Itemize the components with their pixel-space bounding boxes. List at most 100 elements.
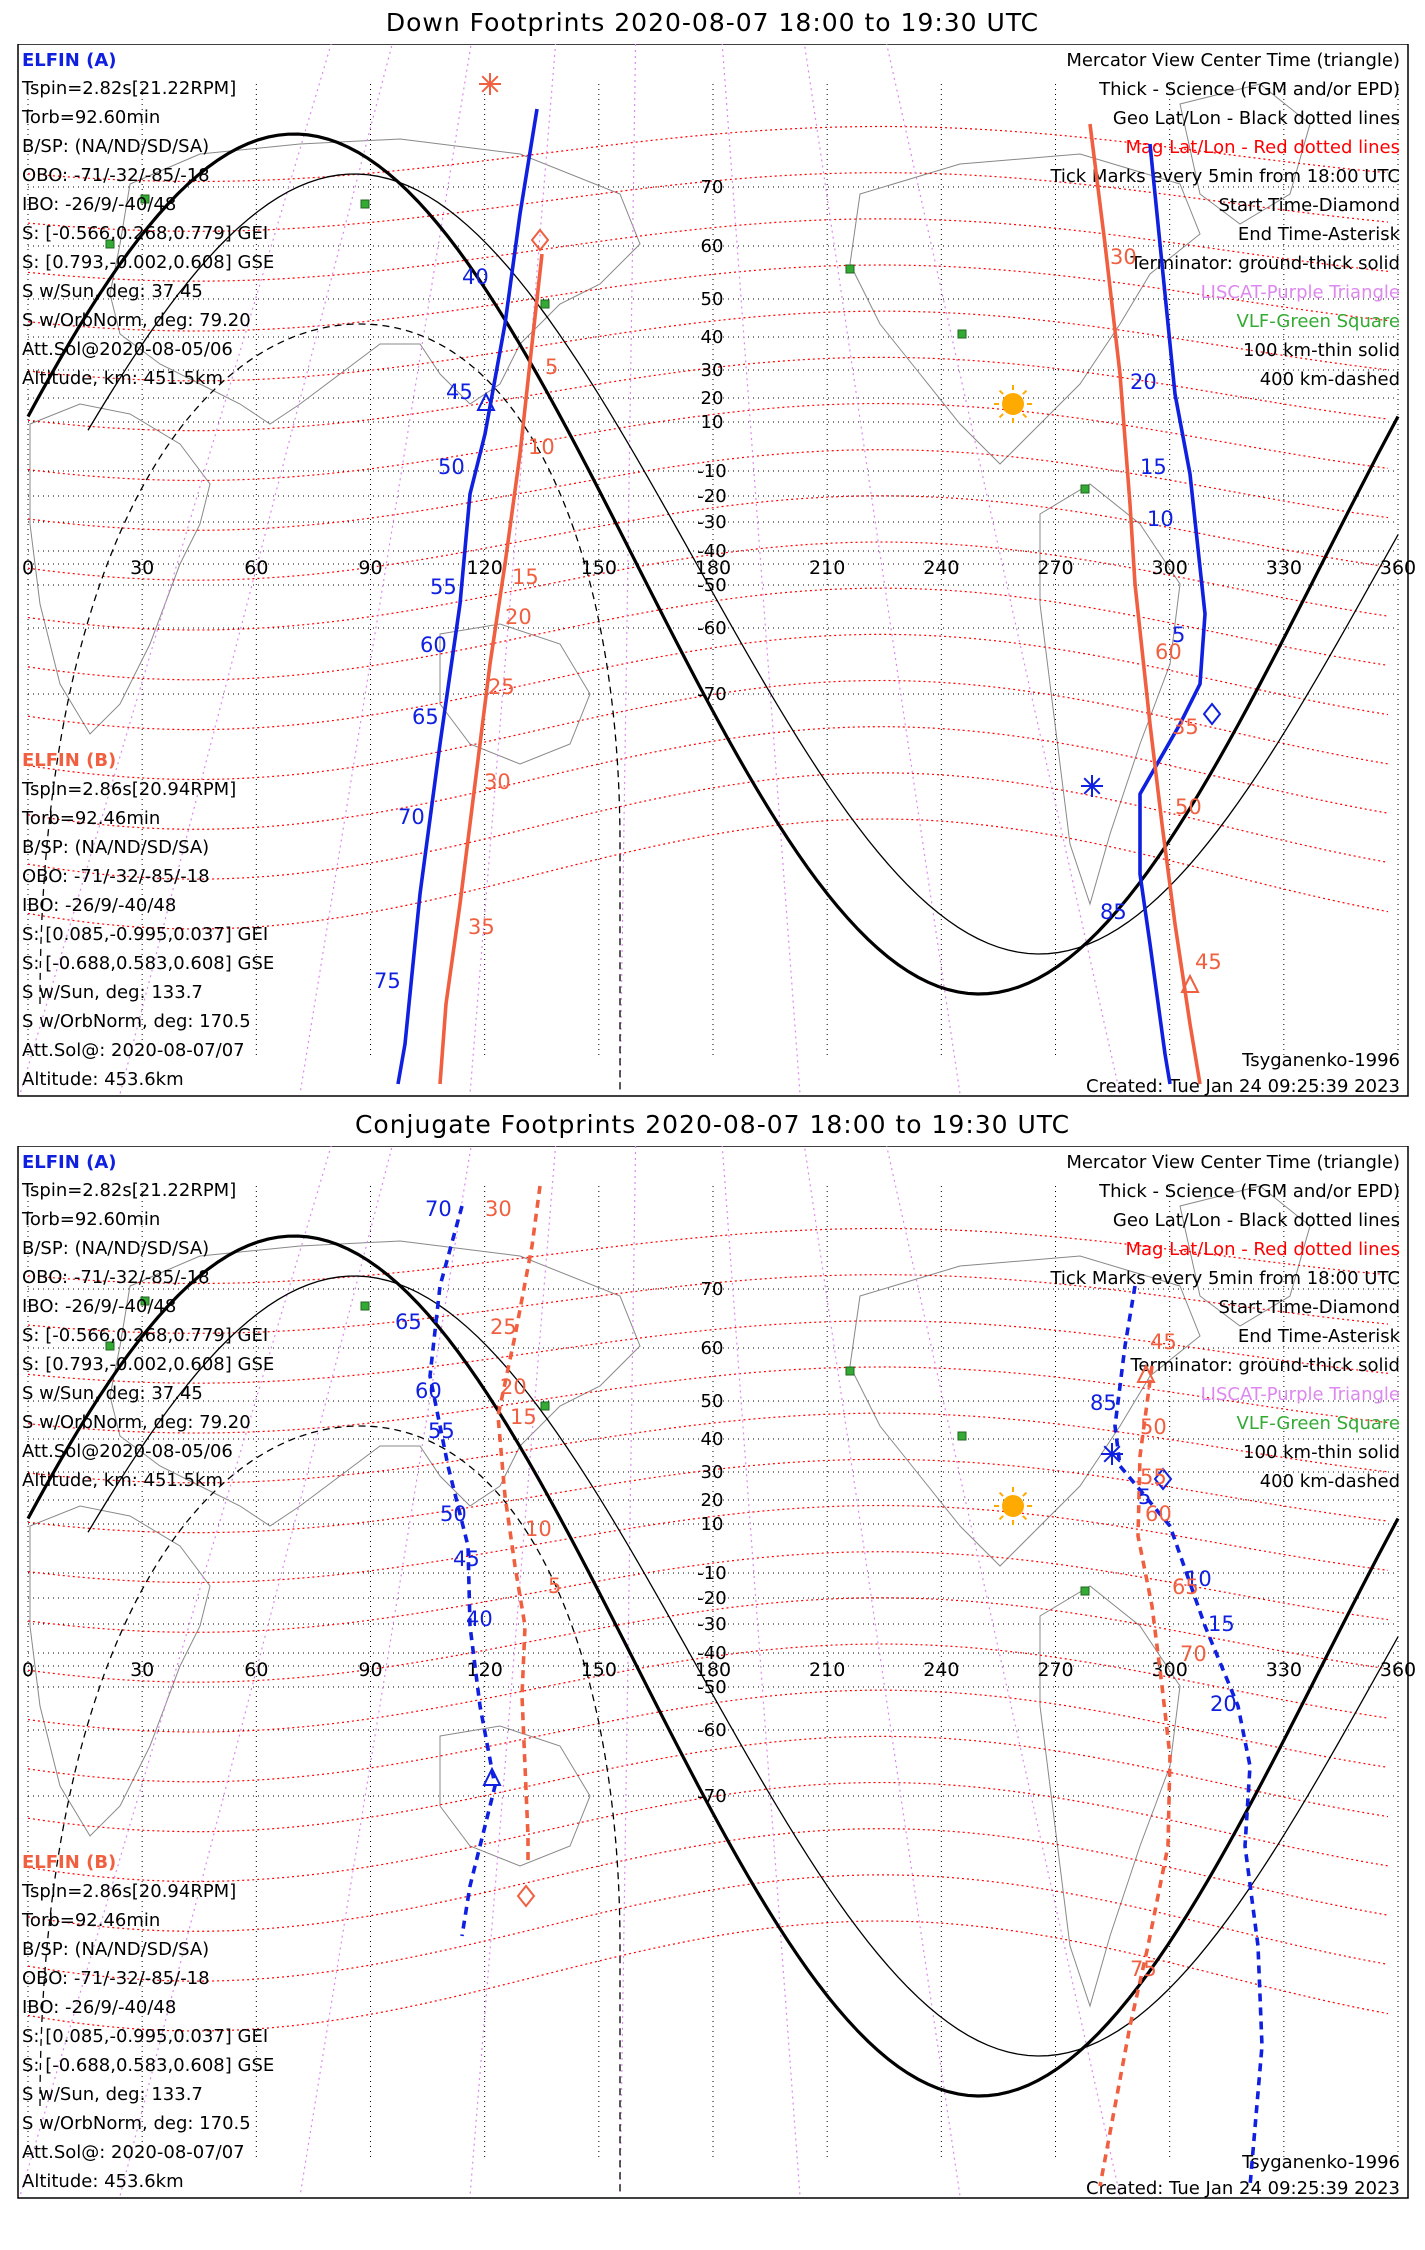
elfin-b-tick-label: 45 <box>1150 1330 1177 1354</box>
legend-entry: Mercator View Center Time (triangle) <box>1066 1152 1400 1173</box>
elfin-a-tick-label: 10 <box>1147 507 1174 531</box>
lon-tick-label: 120 <box>467 1659 503 1681</box>
model-label: Tsyganenko-1996 <box>1241 1050 1400 1071</box>
legend-entry: LISCAT-Purple Triangle <box>1201 1384 1400 1405</box>
continent-outline <box>109 1240 641 1527</box>
elfin-b-info-line: S: [-0.688,0.583,0.608] GSE <box>22 2055 274 2076</box>
continent-outline <box>439 1725 591 1867</box>
elfin-a-tick-label: 50 <box>438 455 465 479</box>
sun-ray <box>1022 1491 1028 1497</box>
vlf-station-square <box>105 1341 115 1351</box>
subsolar-point-icon <box>1002 393 1024 415</box>
elfin-a-tick-label: 65 <box>412 705 439 729</box>
elfin-b-info-line: Att.Sol@: 2020-08-07/07 <box>22 1040 245 1061</box>
elfin-a-info-line: B/SP: (NA/ND/SD/SA) <box>22 136 209 157</box>
elfin-b-tick-label: 75 <box>1130 1957 1157 1981</box>
legend-entry: Mag Lat/Lon - Red dotted lines <box>1125 1239 1400 1260</box>
lat-tick-label: 50 <box>701 289 724 310</box>
vlf-station-square <box>105 239 115 249</box>
elfin-b-tick-label: 30 <box>1110 245 1137 269</box>
lat-tick-label: -10 <box>697 461 726 482</box>
legend-entry: Geo Lat/Lon - Black dotted lines <box>1113 1210 1400 1231</box>
elfin-a-info-line: Torb=92.60min <box>21 107 160 128</box>
mag-lat-line <box>27 1274 1389 1334</box>
continent-outline <box>29 1505 211 1837</box>
elfin-a-info-line: Altitude, km: 451.5km <box>22 368 223 389</box>
mag-lon-line <box>469 1146 557 2197</box>
lon-tick-label: 180 <box>695 557 731 579</box>
mag-lon-line <box>119 1146 393 2197</box>
elfin-a-tick-label: 60 <box>415 1379 442 1403</box>
elfin-a-info-line: Tspin=2.82s[21.22RPM] <box>21 1180 236 1201</box>
legend-entry: 400 km-dashed <box>1260 369 1400 390</box>
lon-tick-label: 270 <box>1037 557 1073 579</box>
lat-tick-label: -30 <box>697 1614 726 1635</box>
elfin-b-tick-label: 25 <box>488 675 515 699</box>
lat-tick-label: -60 <box>697 1720 726 1741</box>
vlf-station-square <box>1080 1586 1090 1596</box>
legend-entry: VLF-Green Square <box>1237 311 1400 332</box>
elfin-b-start-diamond <box>530 228 550 252</box>
lon-tick-label: 240 <box>923 557 959 579</box>
elfin-b-tick-label: 35 <box>1172 715 1199 739</box>
mag-lat-line <box>27 1643 1389 1733</box>
lon-tick-label: 270 <box>1037 1659 1073 1681</box>
elfin-a-tick-label: 40 <box>466 1607 493 1631</box>
legend-entry: LISCAT-Purple Triangle <box>1201 282 1400 303</box>
elfin-b-info-line: B/SP: (NA/ND/SD/SA) <box>22 837 209 858</box>
elfin-a-tick-label: 60 <box>420 633 447 657</box>
panel-title-conjugate: Conjugate Footprints 2020-08-07 18:00 to… <box>354 1110 1071 1139</box>
mag-lon-line <box>886 1146 1121 2197</box>
elfin-b-info-line: Torb=92.46min <box>21 808 160 829</box>
mag-lat-line <box>27 1597 1389 1683</box>
lat-tick-label: -50 <box>697 1677 726 1698</box>
elfin-b-start-diamond <box>516 1884 536 1908</box>
legend-entry: Tick Marks every 5min from 18:00 UTC <box>1049 166 1400 187</box>
elfin-a-info-line: S w/Sun, deg: 37.45 <box>22 1383 203 1404</box>
vlf-station-square <box>540 1401 550 1411</box>
lon-tick-label: 60 <box>244 557 268 579</box>
vlf-station-square <box>360 199 370 209</box>
elfin-b-tick-label: 5 <box>545 355 558 379</box>
lat-tick-label: 20 <box>701 388 724 409</box>
elfin-a-tick-label: 70 <box>425 1197 452 1221</box>
elfin-b-tick-label: 35 <box>468 915 495 939</box>
continent-outline <box>849 153 1201 465</box>
vlf-station-square <box>1080 484 1090 494</box>
elfin-b-end-asterisk <box>479 73 501 95</box>
continent-outline <box>1039 483 1181 906</box>
elfin-b-tick-label: 65 <box>1172 1575 1199 1599</box>
legend-entry: Tick Marks every 5min from 18:00 UTC <box>1049 1268 1400 1289</box>
legend-entry: End Time-Asterisk <box>1238 1326 1401 1347</box>
elfin-b-info-line: S: [-0.688,0.583,0.608] GSE <box>22 953 274 974</box>
elfin-b-tick-label: 10 <box>528 435 555 459</box>
elfin-a-info-line: IBO: -26/9/-40/48 <box>22 194 176 215</box>
mag-lat-line <box>27 449 1389 531</box>
vlf-station-square <box>140 1296 150 1306</box>
elfin-b-info-line: OBO: -71/-32/-85/-18 <box>22 866 210 887</box>
legend-entry: Start Time-Diamond <box>1218 195 1400 216</box>
elfin-a-tick-label: 5 <box>1138 1485 1151 1509</box>
elfin-b-info-line: S w/OrbNorm, deg: 170.5 <box>22 1011 251 1032</box>
mag-lat-line <box>27 1781 1389 1883</box>
elfin-b-info-line: S w/OrbNorm, deg: 170.5 <box>22 2113 251 2134</box>
lat-tick-label: -40 <box>697 541 726 562</box>
elfin-a-info-line: S: [-0.566,0.268,0.779] GEI <box>22 1325 268 1346</box>
elfin-a-tick-label: 50 <box>440 1502 467 1526</box>
elfin-b-info-line: Tspin=2.86s[20.94RPM] <box>21 779 236 800</box>
legend-entry: VLF-Green Square <box>1237 1413 1400 1434</box>
lon-tick-label: 120 <box>467 557 503 579</box>
elfin-a-tick-label: 45 <box>446 380 473 404</box>
lat-tick-label: -40 <box>697 1643 726 1664</box>
elfin-a-tick-label: 20 <box>1210 1692 1237 1716</box>
elfin-a-track-east <box>1138 143 1207 1085</box>
elfin-a-tick-label: 10 <box>1185 1567 1212 1591</box>
lon-tick-label: 90 <box>358 1659 382 1681</box>
vlf-station-square <box>845 264 855 274</box>
elfin-a-track-west <box>396 108 539 1085</box>
elfin-b-info-line: S w/Sun, deg: 133.7 <box>22 982 203 1003</box>
mag-lat-line <box>27 541 1389 631</box>
elfin-a-tick-label: 40 <box>462 265 489 289</box>
mag-lon-line <box>469 44 557 1095</box>
elfin-b-info-line: IBO: -26/9/-40/48 <box>22 1997 176 2018</box>
